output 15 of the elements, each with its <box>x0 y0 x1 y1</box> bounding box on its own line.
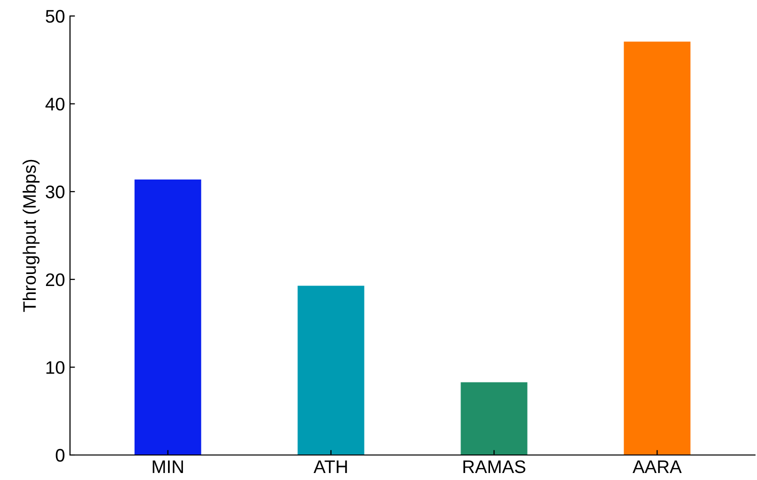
bar <box>298 286 364 455</box>
x-tick-label: ATH <box>314 460 347 473</box>
x-tick-label: MIN <box>152 460 183 473</box>
y-tick-label: 0 <box>56 448 64 462</box>
y-tick-label: 10 <box>46 361 64 374</box>
y-tick-label: 30 <box>46 186 64 198</box>
x-tick-label: RAMAS <box>463 460 526 474</box>
x-tick-label: AARA <box>632 460 682 473</box>
y-tick-label: 50 <box>46 10 64 23</box>
bar <box>134 179 202 455</box>
y-tick-label: 40 <box>45 98 64 111</box>
y-tick-label: 20 <box>46 273 64 286</box>
y-axis-title: Throughput (Mbps) <box>22 160 40 312</box>
bar <box>624 42 690 455</box>
bar <box>460 382 528 455</box>
